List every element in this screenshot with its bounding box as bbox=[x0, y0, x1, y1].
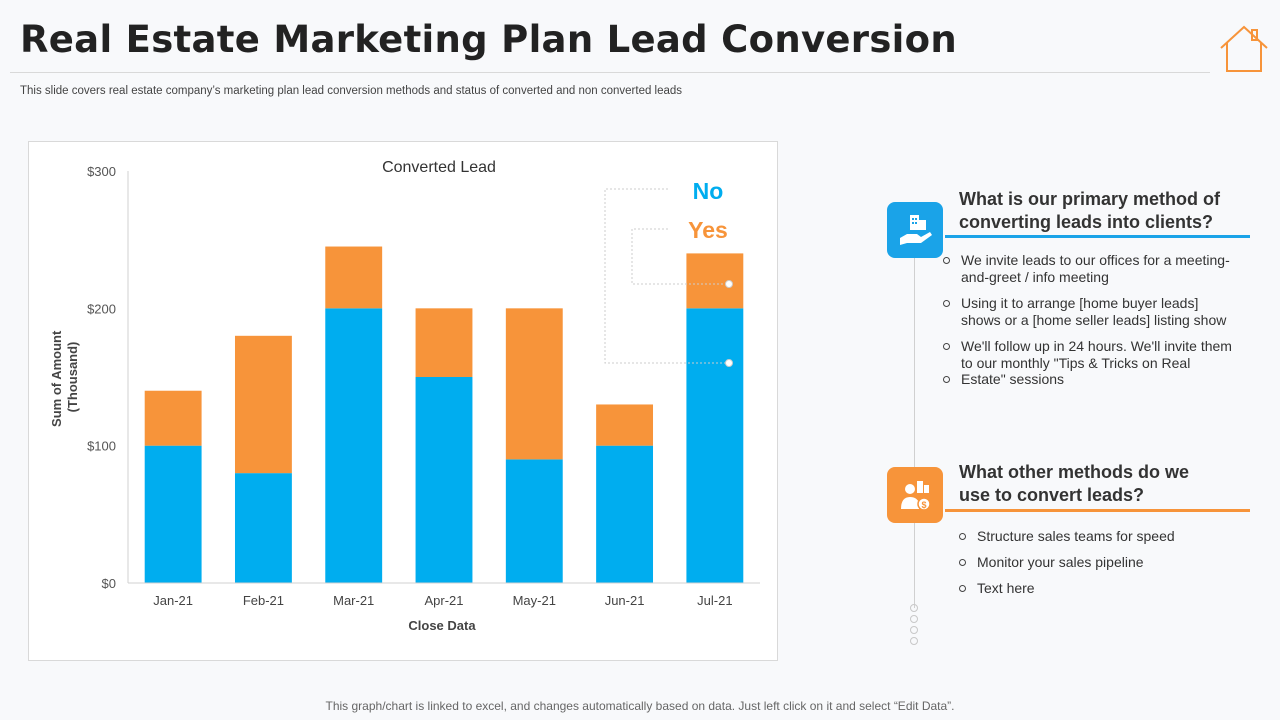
bar-yes-jan-21[interactable] bbox=[144, 390, 202, 446]
real-estate-hand-icon bbox=[887, 202, 943, 258]
legend-no[interactable]: No bbox=[693, 178, 724, 204]
bar-yes-may-21[interactable] bbox=[505, 308, 563, 460]
page-subtitle: This slide covers real estate company’s … bbox=[20, 85, 683, 97]
bar-yes-jul-21[interactable] bbox=[686, 253, 744, 309]
bar-no-feb-21[interactable] bbox=[234, 473, 292, 583]
y-axis-label: Sum of Amount (Thousand) bbox=[49, 327, 80, 427]
panel-1-rule bbox=[945, 235, 1250, 238]
x-tick-label: Jun-21 bbox=[605, 593, 645, 608]
svg-text:$: $ bbox=[921, 500, 926, 510]
panel-2-title-line-1: What other methods do we bbox=[959, 462, 1190, 482]
legend-leader-yes bbox=[631, 228, 729, 285]
panel-2-rule bbox=[945, 509, 1250, 512]
y-tick-label: $0 bbox=[102, 576, 116, 591]
y-tick-label: $100 bbox=[87, 439, 116, 454]
bar-yes-apr-21[interactable] bbox=[415, 308, 473, 377]
x-tick-label: Feb-21 bbox=[243, 593, 284, 608]
y-axis-label-line-1: Sum of Amount bbox=[49, 330, 64, 427]
x-tick-label: Mar-21 bbox=[333, 593, 374, 608]
x-tick-label: Apr-21 bbox=[424, 593, 463, 608]
y-axis-label-line-2: (Thousand) bbox=[65, 342, 80, 413]
list-item: We invite leads to our offices for a mee… bbox=[941, 252, 1241, 285]
timeline-line bbox=[914, 258, 915, 608]
y-tick-label: $300 bbox=[87, 164, 116, 179]
x-tick-label: May-21 bbox=[513, 593, 556, 608]
bar-yes-feb-21[interactable] bbox=[234, 335, 292, 474]
legend-leader-no bbox=[604, 188, 729, 364]
list-item: Structure sales teams for speed bbox=[957, 528, 1247, 545]
panel-1-bullets: We invite leads to our offices for a mee… bbox=[941, 252, 1241, 388]
bar-yes-mar-21[interactable] bbox=[325, 246, 383, 309]
bar-yes-jun-21[interactable] bbox=[596, 404, 654, 446]
panel-1-title-line-1: What is our primary method of bbox=[959, 189, 1221, 209]
panel-2-title-line-2: use to convert leads? bbox=[959, 485, 1145, 505]
x-tick-label: Jan-21 bbox=[153, 593, 193, 608]
bar-no-mar-21[interactable] bbox=[325, 308, 383, 583]
panel-2-title: What other methods do we use to convert … bbox=[959, 461, 1259, 507]
bar-no-may-21[interactable] bbox=[505, 459, 563, 583]
timeline-dots bbox=[910, 604, 918, 645]
house-icon bbox=[1220, 25, 1268, 72]
y-tick-label: $200 bbox=[87, 301, 116, 316]
panel-2-bullets: Structure sales teams for speed Monitor … bbox=[957, 528, 1247, 597]
list-item: We'll follow up in 24 hours. We'll invit… bbox=[941, 338, 1241, 371]
list-item: Using it to arrange [home buyer leads] s… bbox=[941, 295, 1241, 328]
footer-note: This graph/chart is linked to excel, and… bbox=[325, 699, 955, 713]
chart-title: Converted Lead bbox=[382, 159, 496, 176]
page-title: Real Estate Marketing Plan Lead Conversi… bbox=[20, 18, 957, 61]
bar-no-jun-21[interactable] bbox=[596, 445, 654, 583]
legend-yes[interactable]: Yes bbox=[688, 217, 728, 243]
panel-1-title: What is our primary method of converting… bbox=[959, 188, 1259, 234]
list-item: Text here bbox=[957, 580, 1247, 597]
panel-1-title-line-2: converting leads into clients? bbox=[959, 212, 1214, 232]
stacked-bar-chart[interactable]: $0 $100 $200 $300 Jan-21 Feb-21 Mar-21 Apr-21 Ma… bbox=[28, 141, 776, 659]
legend-marker-no bbox=[725, 359, 733, 367]
agent-money-icon: $ bbox=[887, 467, 943, 523]
list-item: Monitor your sales pipeline bbox=[957, 554, 1247, 571]
x-axis-label: Close Data bbox=[408, 618, 476, 633]
legend-marker-yes bbox=[725, 280, 733, 288]
list-item: Estate" sessions bbox=[941, 371, 1241, 388]
title-divider bbox=[10, 72, 1210, 73]
bar-no-jan-21[interactable] bbox=[144, 445, 202, 583]
x-tick-label: Jul-21 bbox=[697, 593, 732, 608]
bar-no-apr-21[interactable] bbox=[415, 377, 473, 583]
bar-no-jul-21[interactable] bbox=[686, 308, 744, 583]
